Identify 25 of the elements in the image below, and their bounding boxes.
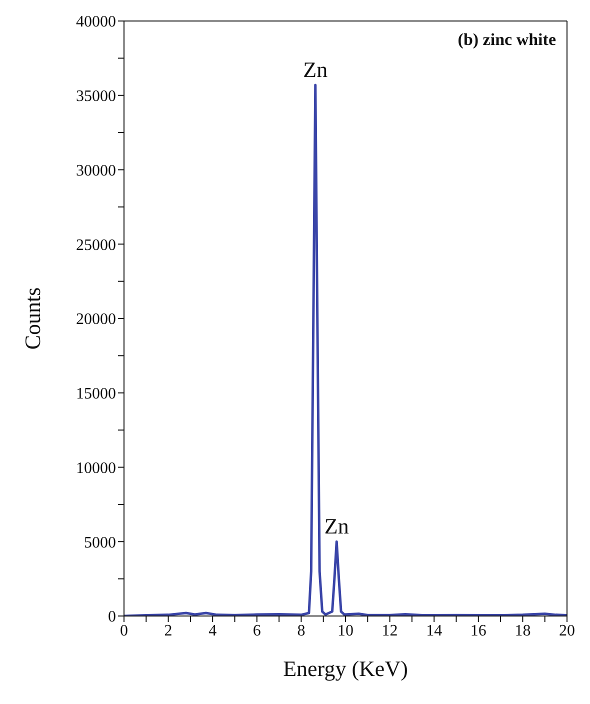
y-tick-label: 30000 (76, 162, 116, 180)
x-tick-label: 6 (252, 622, 261, 640)
annotation: Zn (324, 514, 349, 539)
text: (b) zinc white (458, 30, 556, 50)
annotation: Zn (303, 56, 328, 82)
x-tick-label: 0 (120, 622, 128, 640)
x-axis-title: Energy (KeV) (283, 656, 408, 681)
y-tick-label: 20000 (76, 311, 116, 328)
y-tick-label: 25000 (76, 236, 116, 254)
x-tick-label: 20 (559, 622, 575, 640)
x-tick-label: 18 (514, 622, 531, 640)
y-tick-label: 10000 (76, 460, 116, 477)
x-tick-label: 4 (208, 622, 217, 640)
x-tick-label: 10 (338, 622, 354, 640)
y-tick-label: 40000 (76, 14, 116, 31)
y-axis-title: Counts (20, 287, 45, 350)
y-tick-label: 0 (108, 608, 116, 626)
x-tick-label: 12 (382, 622, 398, 640)
x-tick-label: 2 (164, 622, 172, 640)
y-tick-label: 15000 (76, 386, 116, 403)
x-tick-label: 16 (470, 622, 486, 640)
x-tick-label: 8 (297, 622, 306, 640)
y-tick-label: 5000 (84, 534, 116, 552)
y-tick-label: 35000 (76, 88, 116, 106)
x-tick-label: 14 (426, 622, 442, 640)
